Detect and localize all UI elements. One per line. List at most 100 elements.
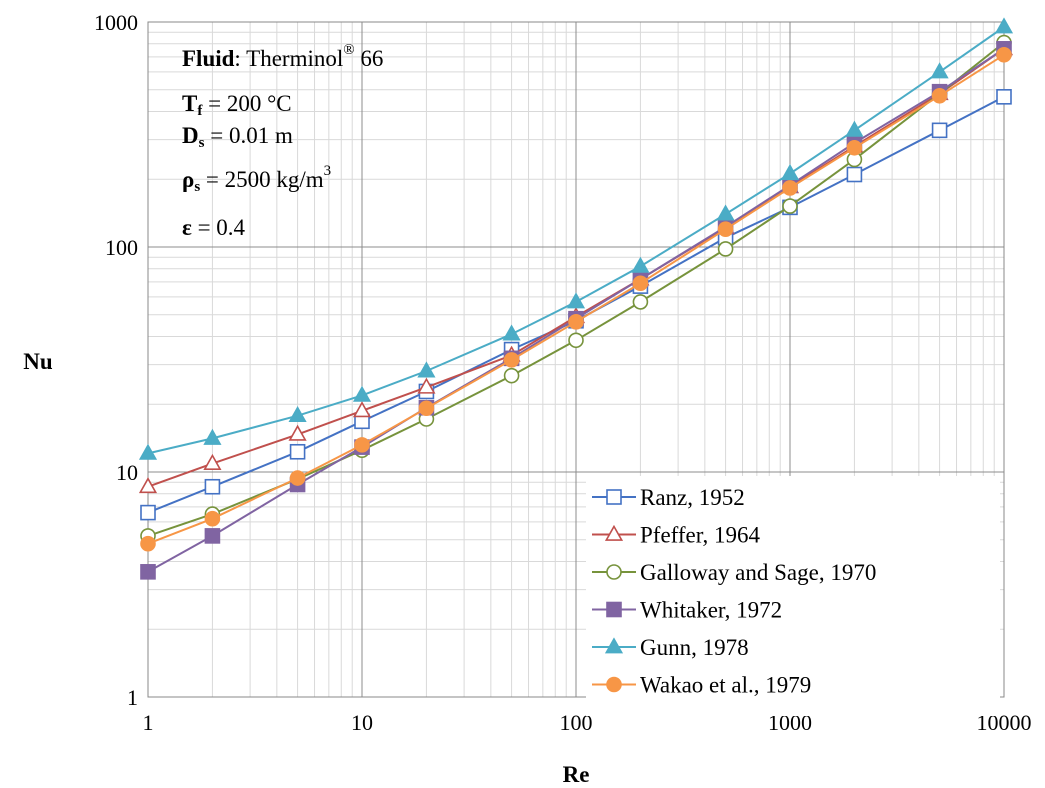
annotation-line: Ds = 0.01 m xyxy=(182,123,293,151)
annotation-line: Fluid: Therminol® 66 xyxy=(182,42,383,71)
data-point xyxy=(604,637,624,654)
data-point xyxy=(288,405,307,423)
data-point xyxy=(606,489,622,505)
data-point xyxy=(140,504,156,521)
annotation-text: = 2500 kg/m xyxy=(200,167,324,192)
data-point xyxy=(604,524,624,541)
annotation-text: = 0.4 xyxy=(192,215,246,240)
annotation-superscript: ® xyxy=(343,42,354,58)
data-point xyxy=(606,564,622,580)
annotation-subscript: s xyxy=(194,179,200,195)
data-point xyxy=(503,367,520,384)
annotation-symbol: D xyxy=(182,123,199,148)
data-point xyxy=(204,510,221,527)
data-point xyxy=(203,453,222,470)
y-axis-label: Nu xyxy=(23,349,53,374)
y-tick-label: 100 xyxy=(105,235,138,260)
annotation-subscript: f xyxy=(197,103,203,119)
data-point xyxy=(782,180,798,196)
legend-label: Whitaker, 1972 xyxy=(640,598,782,623)
data-point xyxy=(717,221,734,237)
plot-area xyxy=(147,21,1005,698)
legend-item: Ranz, 1952 xyxy=(592,485,745,510)
legend-label: Galloway and Sage, 1970 xyxy=(640,560,876,585)
x-axis-label: Re xyxy=(563,762,590,787)
annotation-line: Tf = 200 °C xyxy=(182,91,292,119)
annotation-superscript: 3 xyxy=(324,163,332,179)
data-point xyxy=(204,528,221,544)
data-point xyxy=(717,241,734,257)
series-wakao-et-al- xyxy=(140,46,1012,552)
data-point xyxy=(931,122,948,139)
data-point xyxy=(138,477,158,494)
data-point xyxy=(846,139,863,156)
series-layer xyxy=(138,17,1014,580)
y-tick-label: 1 xyxy=(127,685,138,710)
data-point xyxy=(930,62,949,79)
legend-label: Pfeffer, 1964 xyxy=(640,523,761,548)
annotation-text: : Therminol xyxy=(234,46,343,71)
legend-item: Pfeffer, 1964 xyxy=(592,523,761,548)
data-point xyxy=(417,361,436,378)
data-point xyxy=(994,17,1014,34)
annotation-text-tail: 66 xyxy=(355,46,384,71)
x-tick-label: 1 xyxy=(143,710,154,735)
data-point xyxy=(716,204,735,221)
data-point xyxy=(203,428,222,445)
data-point xyxy=(352,385,372,402)
data-point xyxy=(631,256,650,273)
data-point xyxy=(140,564,156,580)
data-point xyxy=(138,443,158,460)
annotation-line: ρs = 2500 kg/m3 xyxy=(182,163,331,195)
data-point xyxy=(568,314,584,330)
data-point xyxy=(568,332,584,349)
data-point xyxy=(352,401,372,418)
legend-item: Gunn, 1978 xyxy=(592,635,749,660)
data-point xyxy=(996,46,1012,63)
data-point xyxy=(503,352,520,368)
data-point xyxy=(354,437,370,453)
annotation-line: ε = 0.4 xyxy=(182,215,246,240)
data-point xyxy=(289,470,306,486)
data-point xyxy=(780,163,800,180)
data-point xyxy=(204,478,221,495)
annotation-symbol: ρ xyxy=(182,167,194,192)
legend: Ranz, 1952 Pfeffer, 1964 Galloway and Sage… xyxy=(586,476,1000,716)
annotation-symbol: T xyxy=(182,91,197,116)
data-point xyxy=(566,292,586,309)
data-point xyxy=(845,120,864,137)
data-point xyxy=(632,275,649,292)
annotation-text: = 0.01 m xyxy=(204,123,292,148)
data-point xyxy=(846,166,863,183)
y-tick-label: 1000 xyxy=(94,10,138,35)
y-tick-label: 10 xyxy=(116,460,138,485)
annotation-symbol: Fluid xyxy=(182,46,235,71)
legend-item: Galloway and Sage, 1970 xyxy=(592,560,876,585)
data-point xyxy=(418,400,435,417)
data-point xyxy=(606,676,622,693)
annotation-subscript: s xyxy=(199,135,205,151)
data-point xyxy=(140,535,156,552)
legend-background xyxy=(586,476,1000,716)
data-point xyxy=(632,294,649,310)
legend-label: Ranz, 1952 xyxy=(640,485,745,510)
data-point xyxy=(417,377,436,394)
legend-label: Wakao et al., 1979 xyxy=(640,673,811,698)
annotation-text: = 200 °C xyxy=(202,91,291,116)
data-point xyxy=(606,601,622,618)
legend-item: Wakao et al., 1979 xyxy=(592,673,811,698)
data-point xyxy=(931,87,948,104)
data-point xyxy=(288,424,307,441)
data-point xyxy=(502,324,521,341)
y-tick-labels: 1 10 100 1000 xyxy=(94,10,138,710)
legend-item: Whitaker, 1972 xyxy=(592,598,782,623)
data-point xyxy=(782,198,798,214)
legend-label: Gunn, 1978 xyxy=(640,635,749,660)
data-point xyxy=(289,443,306,460)
data-point xyxy=(996,89,1012,105)
x-tick-label: 10 xyxy=(351,710,373,735)
series-gunn xyxy=(138,17,1014,460)
annotation-symbol: ε xyxy=(182,215,192,240)
